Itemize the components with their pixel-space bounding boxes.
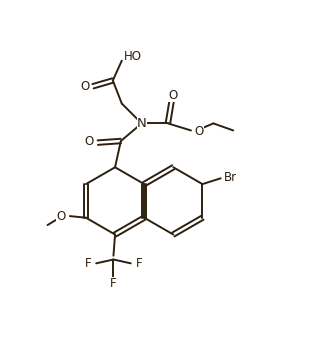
Text: F: F [110, 277, 117, 290]
Text: F: F [84, 257, 91, 270]
Text: N: N [137, 117, 147, 130]
Text: Br: Br [224, 171, 237, 184]
Text: HO: HO [123, 50, 141, 63]
Text: F: F [136, 257, 142, 270]
Text: O: O [168, 89, 177, 102]
Text: O: O [85, 135, 94, 148]
Text: O: O [80, 80, 90, 93]
Text: O: O [195, 125, 204, 138]
Text: O: O [56, 209, 66, 223]
